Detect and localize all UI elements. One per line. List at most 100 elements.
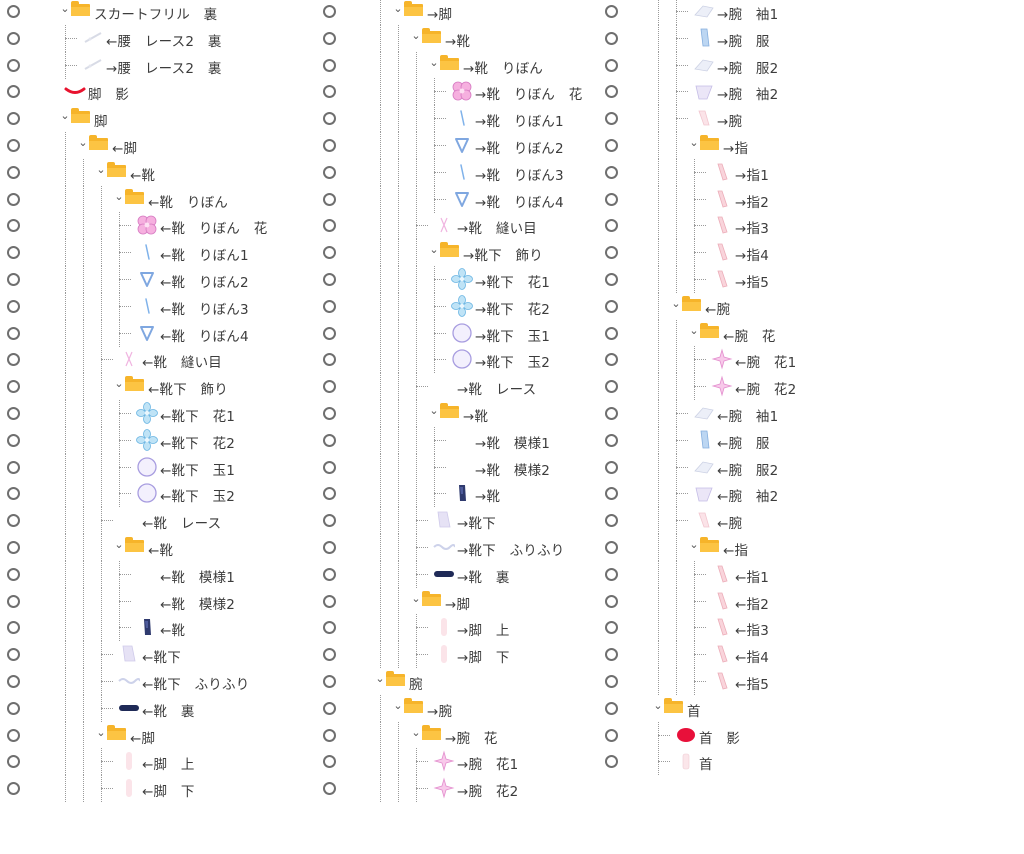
layer-name[interactable]: ←指3 xyxy=(735,623,770,640)
chevron-down-icon[interactable]: ⌄ xyxy=(96,725,106,739)
layer-row[interactable]: →脚 上 xyxy=(316,614,598,642)
layer-row[interactable]: →指2 xyxy=(598,185,1024,213)
visibility-radio[interactable] xyxy=(7,433,20,447)
layer-row[interactable]: →靴下 玉1 xyxy=(316,319,598,347)
visibility-radio[interactable] xyxy=(605,326,618,340)
chevron-down-icon[interactable]: ⌄ xyxy=(114,189,124,203)
visibility-radio[interactable] xyxy=(323,5,336,18)
layer-folder-row[interactable]: ⌄ →靴 xyxy=(316,400,598,427)
layer-row[interactable]: →指3 xyxy=(598,212,1024,240)
visibility-radio[interactable] xyxy=(323,58,336,72)
layer-name[interactable]: →靴 りぼん1 xyxy=(475,114,564,131)
visibility-radio[interactable] xyxy=(323,675,336,688)
layer-row[interactable]: ←靴 xyxy=(0,614,316,642)
layer-name[interactable]: ←腕 服 xyxy=(717,435,770,452)
layer-row[interactable]: →靴 りぼん 花 xyxy=(316,78,598,106)
layer-name[interactable]: 首 xyxy=(687,703,701,720)
visibility-radio[interactable] xyxy=(323,380,336,394)
layer-folder-row[interactable]: ⌄ 首 xyxy=(598,695,1024,722)
layer-name[interactable]: ←腕 xyxy=(705,301,731,318)
layer-name[interactable]: →靴下 玉1 xyxy=(475,328,551,345)
visibility-radio[interactable] xyxy=(7,621,20,635)
layer-folder-row[interactable]: ⌄ ←脚 xyxy=(0,132,316,159)
visibility-radio[interactable] xyxy=(323,31,336,45)
visibility-radio[interactable] xyxy=(7,541,20,554)
layer-name[interactable]: →脚 上 xyxy=(457,623,510,640)
layer-folder-row[interactable]: ⌄ スカートフリル 裏 xyxy=(0,0,316,25)
chevron-down-icon[interactable]: ⌄ xyxy=(375,672,385,685)
layer-name[interactable]: ←靴 模様1 xyxy=(160,569,236,586)
layer-row[interactable]: ←腕 服2 xyxy=(598,453,1024,481)
visibility-radio[interactable] xyxy=(323,728,336,742)
layer-name[interactable]: ←腕 xyxy=(717,516,743,533)
visibility-radio[interactable] xyxy=(605,407,618,420)
chevron-down-icon[interactable]: ⌄ xyxy=(689,538,699,551)
layer-name[interactable]: ←靴 xyxy=(148,543,174,559)
layer-row[interactable]: ←脚 下 xyxy=(0,775,316,803)
layer-row[interactable]: ←指5 xyxy=(598,668,1024,695)
layer-row[interactable]: →靴下 花2 xyxy=(316,292,598,320)
layer-row[interactable]: →靴 模様1 xyxy=(316,426,598,454)
visibility-radio[interactable] xyxy=(7,31,20,45)
visibility-radio[interactable] xyxy=(605,728,618,742)
layer-row[interactable]: →靴下 ふりふり xyxy=(316,534,598,561)
layer-row[interactable]: →脚 下 xyxy=(316,641,598,669)
chevron-down-icon[interactable]: ⌄ xyxy=(60,109,70,123)
visibility-radio[interactable] xyxy=(323,112,336,126)
visibility-radio[interactable] xyxy=(7,487,20,501)
visibility-radio[interactable] xyxy=(7,782,20,796)
layer-name[interactable]: ←靴 xyxy=(130,167,156,184)
layer-row[interactable]: ←指4 xyxy=(598,641,1024,669)
visibility-radio[interactable] xyxy=(7,139,20,152)
visibility-radio[interactable] xyxy=(7,273,20,286)
layer-name[interactable]: →靴 裏 xyxy=(457,569,510,586)
layer-name[interactable]: ←靴 りぼん2 xyxy=(160,275,249,291)
layer-row[interactable]: ←靴下 xyxy=(0,641,316,669)
visibility-radio[interactable] xyxy=(323,219,336,233)
visibility-radio[interactable] xyxy=(605,487,618,501)
visibility-radio[interactable] xyxy=(7,594,20,608)
layer-name[interactable]: 腕 xyxy=(409,677,423,693)
layer-row[interactable]: →靴 縫い目 xyxy=(316,212,598,240)
layer-name[interactable]: →靴下 xyxy=(457,516,496,533)
chevron-down-icon[interactable]: ⌄ xyxy=(411,28,421,42)
layer-name[interactable]: →腕 服 xyxy=(717,33,770,50)
visibility-radio[interactable] xyxy=(7,246,20,260)
layer-name[interactable]: ←靴下 xyxy=(142,650,181,667)
visibility-radio[interactable] xyxy=(7,567,20,581)
layer-name[interactable]: →腕 花1 xyxy=(457,757,519,774)
layer-name[interactable]: ←腕 袖2 xyxy=(717,489,779,506)
layer-name[interactable]: ←靴 りぼん4 xyxy=(160,328,249,345)
layer-name[interactable]: ←靴 xyxy=(160,623,186,640)
visibility-radio[interactable] xyxy=(605,594,618,608)
visibility-radio[interactable] xyxy=(323,567,336,581)
layer-row[interactable]: ←靴下 ふりふり xyxy=(0,668,316,695)
layer-row[interactable]: 首 xyxy=(598,748,1024,776)
chevron-down-icon[interactable]: ⌄ xyxy=(429,243,439,257)
layer-name[interactable]: →靴 xyxy=(475,489,501,506)
layer-row[interactable]: ←脚 上 xyxy=(0,748,316,776)
chevron-down-icon[interactable]: ⌄ xyxy=(96,162,106,176)
layer-row[interactable]: →靴 りぼん3 xyxy=(316,158,598,186)
visibility-radio[interactable] xyxy=(323,299,336,313)
chevron-down-icon[interactable]: ⌄ xyxy=(689,323,699,337)
layer-row[interactable]: ←腕 花2 xyxy=(598,373,1024,401)
layer-name[interactable]: ←靴下 花2 xyxy=(160,435,236,452)
layer-row[interactable]: ←腰 レース2 裏 xyxy=(0,24,316,52)
layer-name[interactable]: ←靴 りぼん 花 xyxy=(160,221,268,238)
layer-row[interactable]: ←靴 模様2 xyxy=(0,587,316,615)
layer-name[interactable]: ←腕 袖1 xyxy=(717,409,779,425)
layer-name[interactable]: ←靴 裏 xyxy=(142,703,195,720)
layer-name[interactable]: ←指5 xyxy=(735,677,770,693)
layer-name[interactable]: →靴 模様2 xyxy=(475,462,551,479)
visibility-radio[interactable] xyxy=(7,380,20,394)
layer-name[interactable]: →靴 縫い目 xyxy=(457,221,538,238)
layer-name[interactable]: ←腕 服2 xyxy=(717,462,779,479)
visibility-radio[interactable] xyxy=(7,192,20,206)
visibility-radio[interactable] xyxy=(605,273,618,286)
layer-row[interactable]: ←靴 りぼん4 xyxy=(0,319,316,347)
visibility-radio[interactable] xyxy=(323,648,336,662)
visibility-radio[interactable] xyxy=(605,621,618,635)
layer-folder-row[interactable]: ⌄ ←指 xyxy=(598,534,1024,561)
visibility-radio[interactable] xyxy=(7,728,20,742)
